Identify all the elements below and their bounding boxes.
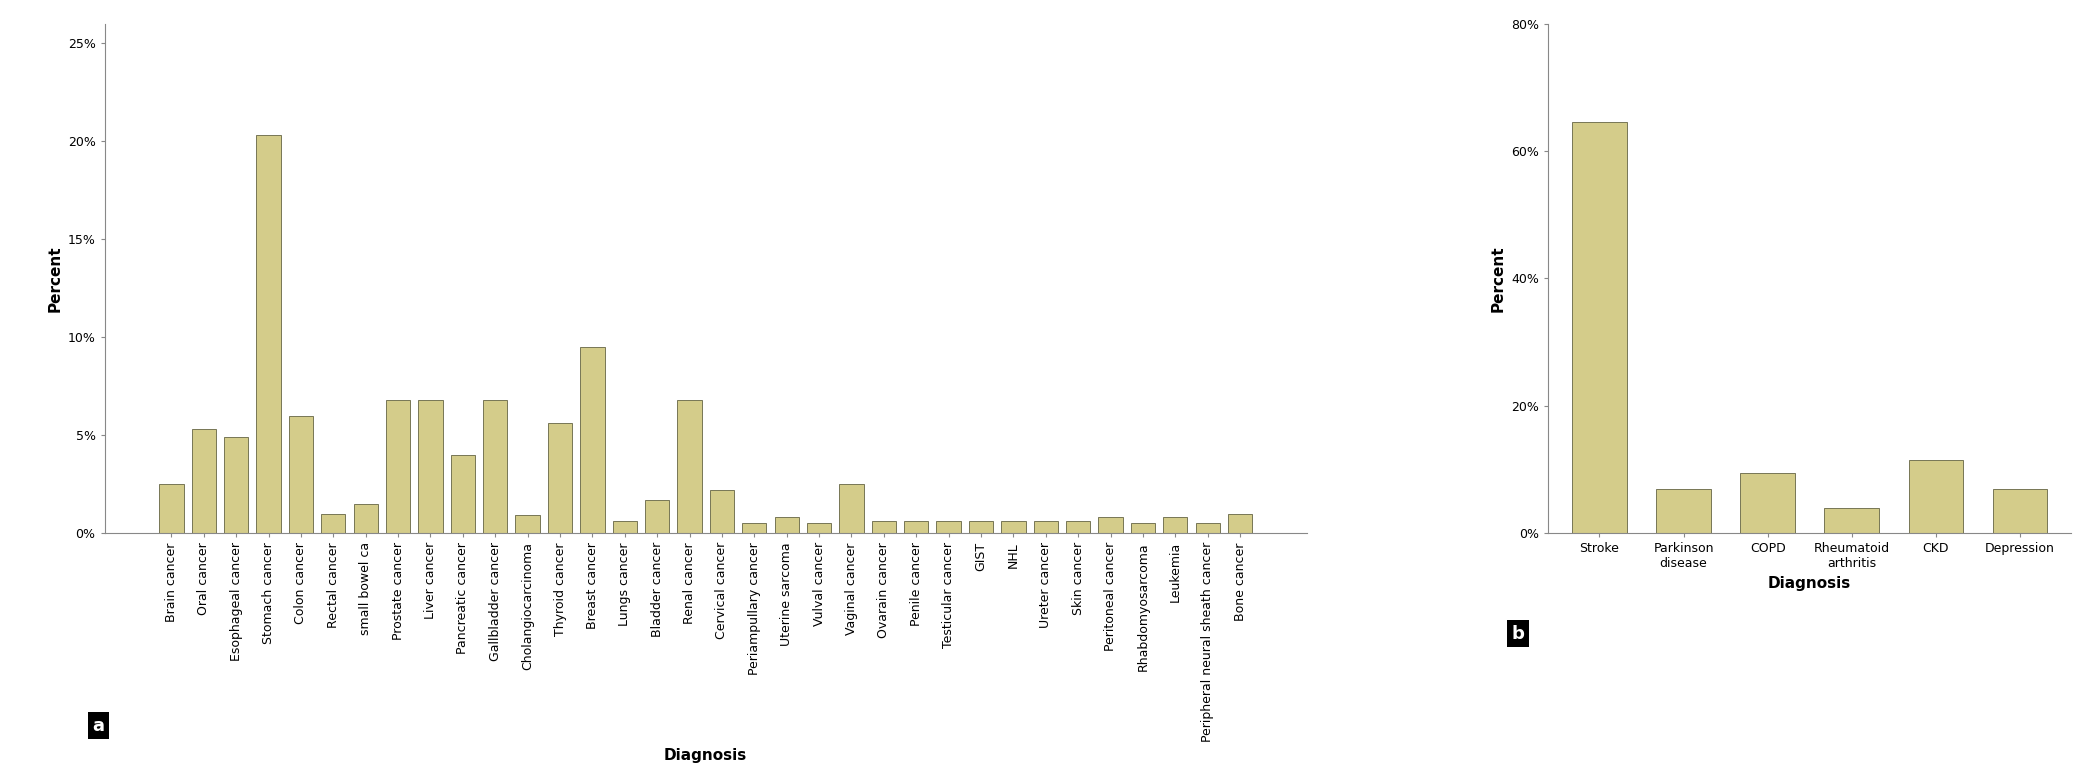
X-axis label: Diagnosis: Diagnosis — [663, 748, 747, 763]
Bar — [872, 521, 895, 533]
Bar — [1002, 521, 1025, 533]
Bar — [192, 430, 215, 533]
Bar — [839, 484, 864, 533]
Bar — [354, 504, 379, 533]
Bar — [1994, 488, 2048, 533]
Bar — [483, 400, 508, 533]
Text: b: b — [1513, 625, 1525, 643]
Bar — [515, 516, 540, 533]
Bar — [743, 524, 766, 533]
Bar — [904, 521, 929, 533]
Y-axis label: Percent: Percent — [1492, 245, 1506, 311]
Bar — [1033, 521, 1059, 533]
Bar — [1098, 517, 1123, 533]
Bar — [1163, 517, 1188, 533]
Bar — [450, 455, 475, 533]
Bar — [224, 437, 249, 533]
Bar — [1067, 521, 1090, 533]
Bar — [1132, 524, 1155, 533]
Bar — [322, 514, 345, 533]
Bar — [1657, 488, 1711, 533]
Bar — [1571, 122, 1628, 533]
Bar — [548, 423, 571, 533]
Bar — [678, 400, 701, 533]
Bar — [937, 521, 960, 533]
Bar — [969, 521, 994, 533]
Bar — [289, 416, 314, 533]
Bar — [709, 490, 734, 533]
Y-axis label: Percent: Percent — [48, 245, 63, 311]
Bar — [1741, 473, 1795, 533]
Bar — [613, 521, 636, 533]
X-axis label: Diagnosis: Diagnosis — [1768, 575, 1851, 590]
Bar — [159, 484, 184, 533]
Bar — [579, 347, 605, 533]
Bar — [1824, 508, 1879, 533]
Bar — [774, 517, 799, 533]
Bar — [1908, 460, 1962, 533]
Bar — [257, 135, 280, 533]
Bar — [1195, 524, 1220, 533]
Text: a: a — [92, 717, 105, 735]
Bar — [644, 500, 669, 533]
Bar — [808, 524, 831, 533]
Bar — [1228, 514, 1253, 533]
Bar — [418, 400, 444, 533]
Bar — [385, 400, 410, 533]
